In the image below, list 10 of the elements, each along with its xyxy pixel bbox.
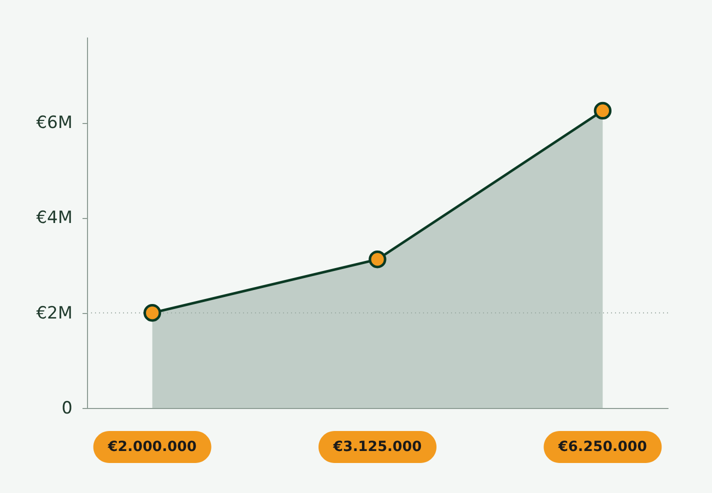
point bbox=[594, 102, 612, 120]
point bbox=[143, 304, 162, 322]
y-tick-label: €6M bbox=[36, 113, 72, 134]
y-tick-label: 0 bbox=[62, 398, 72, 418]
y-tick-label: €2M bbox=[36, 303, 72, 324]
point bbox=[368, 250, 386, 268]
text: €3.125.000 bbox=[333, 439, 422, 455]
y-tick-label: €4M bbox=[36, 208, 72, 228]
text: €6.250.000 bbox=[558, 439, 647, 455]
text: €2.000.000 bbox=[108, 439, 197, 455]
